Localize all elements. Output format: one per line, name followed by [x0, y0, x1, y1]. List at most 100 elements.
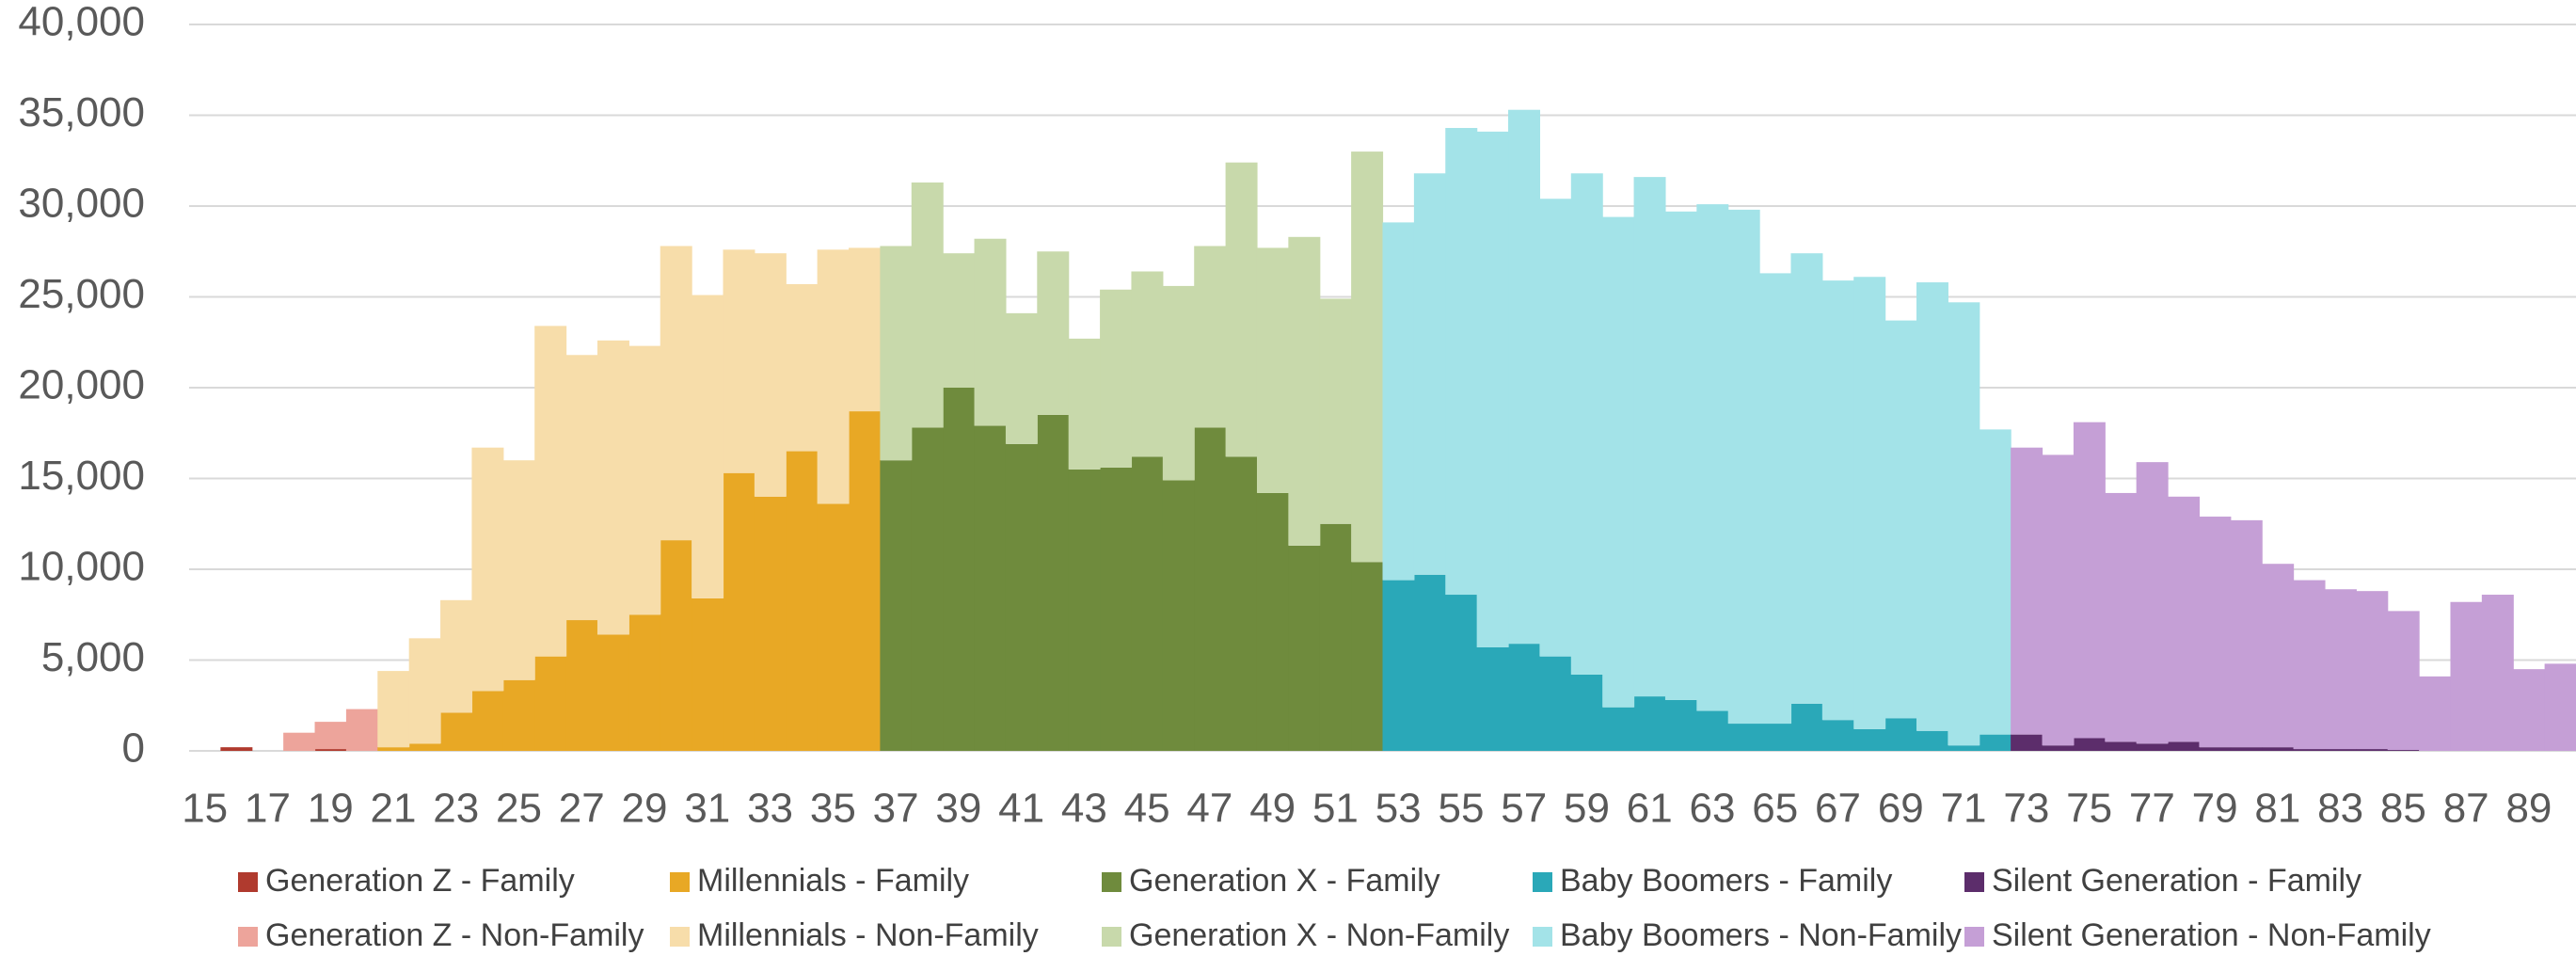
bar	[345, 709, 378, 751]
bar	[1664, 211, 1697, 700]
y-tick-label: 30,000	[18, 181, 145, 227]
bar	[440, 599, 473, 713]
x-tick-label: 87	[2443, 786, 2489, 832]
bar	[1979, 734, 2012, 751]
bar	[1602, 216, 1635, 708]
bar	[534, 326, 567, 657]
bar	[1100, 467, 1133, 751]
bar	[1948, 745, 1980, 751]
bar	[1194, 246, 1227, 428]
legend-swatch	[670, 927, 690, 947]
bar	[2293, 749, 2326, 751]
x-tick-label: 49	[1249, 786, 1296, 832]
bar	[1508, 109, 1541, 645]
bar	[943, 388, 976, 751]
bar	[283, 732, 316, 751]
bar	[1162, 480, 1195, 751]
y-tick-label: 40,000	[18, 0, 145, 45]
x-tick-label: 79	[2192, 786, 2238, 832]
bar	[314, 749, 347, 751]
bar	[2105, 741, 2138, 751]
bar	[314, 722, 347, 750]
bar	[2230, 519, 2263, 748]
bar	[2199, 517, 2232, 748]
bar	[1100, 289, 1133, 468]
bar	[2387, 750, 2420, 751]
bar	[220, 747, 253, 751]
x-tick-label: 55	[1438, 786, 1484, 832]
legend-label: Millennials - Family	[697, 863, 969, 899]
y-tick-label: 0	[122, 725, 145, 772]
bar	[692, 295, 724, 598]
bar	[2356, 591, 2389, 750]
bar	[1162, 285, 1195, 481]
bar	[723, 472, 755, 751]
x-tick-label: 33	[747, 786, 793, 832]
bar	[2230, 747, 2263, 751]
bar	[2419, 676, 2452, 751]
bar	[565, 620, 598, 751]
bar	[1853, 277, 1886, 729]
legend-label: Generation Z - Non-Family	[265, 917, 644, 953]
x-tick-label: 35	[810, 786, 856, 832]
bar	[1445, 128, 1478, 596]
bar	[1476, 646, 1509, 751]
bar	[1821, 280, 1854, 721]
bar	[1570, 674, 1603, 751]
legend-label: Baby Boomers - Non-Family	[1560, 917, 1962, 953]
bar	[1382, 222, 1415, 581]
x-tick-label: 45	[1124, 786, 1170, 832]
legend-label: Baby Boomers - Family	[1560, 863, 1892, 899]
bar	[1445, 595, 1478, 751]
y-tick-label: 25,000	[18, 271, 145, 317]
x-tick-label: 85	[2380, 786, 2426, 832]
bar	[377, 671, 410, 748]
bar	[1037, 251, 1070, 415]
bar	[1288, 236, 1321, 546]
bar	[1068, 469, 1101, 751]
bar	[1759, 724, 1792, 751]
bar	[1916, 282, 1948, 731]
bar	[754, 496, 787, 751]
bar	[1633, 177, 1666, 697]
bar	[2450, 601, 2483, 751]
bar	[1068, 338, 1101, 470]
bar	[1821, 720, 1854, 751]
x-tick-label: 81	[2254, 786, 2300, 832]
bar	[2293, 580, 2326, 750]
bar	[408, 638, 441, 744]
x-tick-label: 67	[1815, 786, 1861, 832]
bar	[502, 460, 535, 680]
bar	[660, 540, 692, 751]
bar	[880, 460, 913, 751]
bar	[1319, 523, 1352, 751]
bar	[1948, 302, 1980, 746]
y-tick-label: 5,000	[41, 634, 145, 680]
bar	[1696, 710, 1729, 751]
legend-swatch	[1533, 927, 1552, 947]
legend-label: Silent Generation - Family	[1992, 863, 2361, 899]
bar	[817, 503, 850, 751]
bar	[1696, 204, 1729, 711]
bar	[880, 246, 913, 461]
bar	[1539, 199, 1572, 657]
x-tick-label: 83	[2317, 786, 2363, 832]
x-tick-label: 57	[1501, 786, 1547, 832]
bar	[1633, 696, 1666, 751]
bar	[534, 656, 567, 751]
bar	[1037, 414, 1070, 751]
legend-swatch	[1102, 927, 1121, 947]
bar	[1382, 580, 1415, 751]
bar	[1916, 730, 1948, 751]
x-tick-label: 31	[684, 786, 730, 832]
x-tick-label: 29	[622, 786, 668, 832]
bar	[1790, 253, 1823, 704]
legend-label: Generation X - Family	[1129, 863, 1440, 899]
legend-label: Generation X - Non-Family	[1129, 917, 1509, 953]
bar	[408, 743, 441, 751]
y-tick-label: 10,000	[18, 544, 145, 590]
x-tick-label: 39	[935, 786, 981, 832]
bar	[628, 614, 661, 751]
y-tick-label: 15,000	[18, 453, 145, 499]
